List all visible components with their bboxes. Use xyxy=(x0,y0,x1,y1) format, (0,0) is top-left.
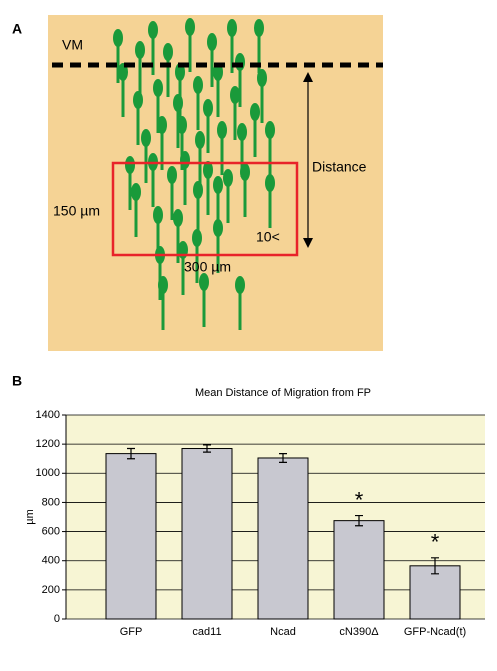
bar xyxy=(105,453,157,620)
error-bar xyxy=(203,444,211,453)
cell-body xyxy=(125,156,135,174)
cell-body xyxy=(141,129,151,147)
cell-body xyxy=(167,166,177,184)
vm-label: VM xyxy=(62,37,83,53)
cell-body xyxy=(213,176,223,194)
cell-body xyxy=(203,161,213,179)
y-axis-label: µm xyxy=(24,509,36,525)
x-tick-label: GFP-Ncad(t) xyxy=(404,626,466,638)
cell-body xyxy=(148,21,158,39)
y-tick-label: 800 xyxy=(42,496,60,508)
bar xyxy=(409,565,461,620)
count-box xyxy=(111,161,299,257)
cell-body xyxy=(193,76,203,94)
cell-body xyxy=(257,69,267,87)
y-tick-label: 1200 xyxy=(36,438,60,450)
cell-body xyxy=(185,18,195,36)
cells xyxy=(113,18,275,330)
cell-body xyxy=(177,116,187,134)
cell-body xyxy=(173,94,183,112)
bar xyxy=(181,448,233,620)
error-bar xyxy=(127,447,135,460)
x-tick-label: cN390Δ xyxy=(339,626,379,638)
error-bar xyxy=(279,453,287,463)
x-tick-label: GFP xyxy=(120,626,143,638)
cell-body xyxy=(178,241,188,259)
y-tick-label: 200 xyxy=(42,584,60,596)
x-tick-label: cad11 xyxy=(192,626,221,638)
width-label: 300 µm xyxy=(184,259,231,275)
cell-body xyxy=(213,219,223,237)
cell-body xyxy=(192,229,202,247)
cell-body xyxy=(265,174,275,192)
cell-body xyxy=(223,169,233,187)
height-label: 150 µm xyxy=(53,203,100,219)
cell-body xyxy=(199,273,209,291)
y-tick-label: 1000 xyxy=(36,467,60,479)
bar xyxy=(333,520,385,620)
significance-marker: * xyxy=(355,487,364,512)
distance-label: Distance xyxy=(312,159,367,175)
cell-body xyxy=(265,121,275,139)
error-bar xyxy=(355,514,363,527)
arrow-head xyxy=(303,72,313,82)
cell-body xyxy=(157,116,167,134)
count-label: 10< xyxy=(256,229,280,245)
cell-body xyxy=(227,19,237,37)
bar xyxy=(257,457,309,620)
cell-body xyxy=(193,181,203,199)
error-bar xyxy=(431,557,439,575)
cell-body xyxy=(237,123,247,141)
cell-body xyxy=(131,183,141,201)
y-tick-label: 0 xyxy=(54,613,60,625)
cell-body xyxy=(153,206,163,224)
cell-body xyxy=(250,103,260,121)
significance-marker: * xyxy=(431,530,440,555)
cell-body xyxy=(203,99,213,117)
chart-title: Mean Distance of Migration from FP xyxy=(195,387,371,399)
cell-body xyxy=(180,151,190,169)
cell-body xyxy=(158,276,168,294)
cell-body xyxy=(230,86,240,104)
x-tick-label: Ncad xyxy=(270,626,296,638)
cell-body xyxy=(235,276,245,294)
cell-body xyxy=(240,163,250,181)
arrow-head xyxy=(303,238,313,248)
cell-body xyxy=(133,91,143,109)
cell-body xyxy=(135,41,145,59)
cell-body xyxy=(153,79,163,97)
cell-body xyxy=(113,29,123,47)
y-tick-label: 600 xyxy=(42,525,60,537)
cell-body xyxy=(217,121,227,139)
panel-label: A xyxy=(12,21,22,37)
panel-label: B xyxy=(12,373,22,389)
y-tick-label: 1400 xyxy=(36,409,60,421)
cell-body xyxy=(207,33,217,51)
cell-body xyxy=(254,19,264,37)
cell-body xyxy=(235,53,245,71)
cell-body xyxy=(163,43,173,61)
cell-body xyxy=(195,131,205,149)
y-tick-label: 400 xyxy=(42,555,60,567)
cell-body xyxy=(173,209,183,227)
